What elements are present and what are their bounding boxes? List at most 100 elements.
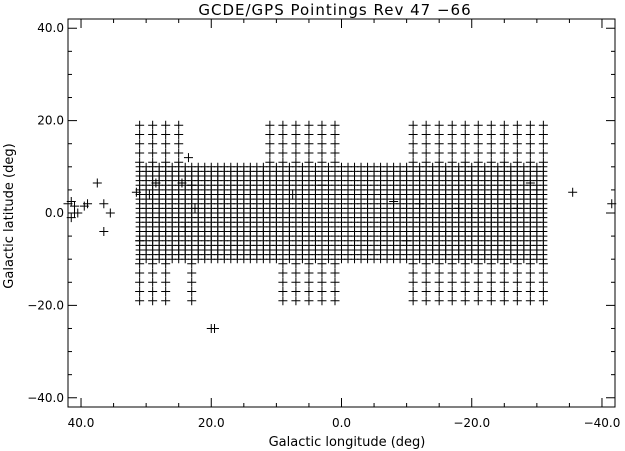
pointing-marker: [131, 187, 141, 197]
pointing-marker: [473, 296, 483, 306]
pointing-marker: [460, 296, 470, 306]
pointing-marker: [512, 277, 522, 287]
pointing-marker: [291, 148, 301, 158]
pointing-marker: [135, 287, 145, 297]
pointing-marker: [434, 296, 444, 306]
pointing-marker: [317, 157, 327, 167]
y-tick-label: −40.0: [27, 391, 64, 405]
pointing-marker: [291, 268, 301, 278]
pointing-marker: [486, 277, 496, 287]
pointing-marker: [473, 139, 483, 149]
pointing-marker: [408, 287, 418, 297]
x-tick-label: 0.0: [332, 416, 351, 430]
pointing-marker: [330, 120, 340, 130]
pointing-marker: [187, 268, 197, 278]
pointing-marker: [434, 157, 444, 167]
pointing-marker: [187, 277, 197, 287]
pointing-marker: [161, 296, 171, 306]
pointing-marker: [148, 277, 158, 287]
pointing-marker: [486, 129, 496, 139]
y-tick-labels: 40.0 20.0 0.0 −20.0 −40.0: [27, 21, 64, 405]
pointing-marker: [187, 287, 197, 297]
pointing-marker: [486, 148, 496, 158]
pointing-marker: [447, 259, 457, 269]
pointing-marker: [486, 139, 496, 149]
pointing-marker: [304, 259, 314, 269]
x-axis-label: Galactic longitude (deg): [269, 435, 426, 450]
pointing-marker: [161, 268, 171, 278]
pointing-marker: [187, 259, 197, 269]
pointing-marker: [486, 268, 496, 278]
pointing-marker: [408, 157, 418, 167]
pointing-marker: [473, 287, 483, 297]
pointing-marker: [304, 268, 314, 278]
pointing-marker: [460, 277, 470, 287]
pointing-marker: [265, 148, 275, 158]
pointing-marker: [304, 148, 314, 158]
pointing-marker: [408, 277, 418, 287]
pointing-marker: [174, 157, 184, 167]
pointing-marker: [161, 148, 171, 158]
pointing-marker: [499, 157, 509, 167]
pointing-marker: [525, 259, 535, 269]
pointing-marker: [148, 259, 158, 269]
pointing-marker: [473, 148, 483, 158]
pointing-marker: [434, 120, 444, 130]
pointing-marker: [330, 139, 340, 149]
pointing-marker: [291, 259, 301, 269]
pointing-marker: [538, 157, 548, 167]
pointing-marker: [161, 259, 171, 269]
x-tick-label: 40.0: [68, 416, 95, 430]
pointing-marker: [525, 277, 535, 287]
y-tick-label: 20.0: [37, 114, 64, 128]
pointing-marker: [210, 323, 220, 333]
pointing-marker: [66, 213, 76, 223]
pointing-marker: [454, 203, 464, 213]
pointing-marker: [434, 148, 444, 158]
pointing-marker: [99, 226, 109, 236]
pointing-marker: [421, 129, 431, 139]
pointing-marker: [66, 196, 76, 206]
pointing-marker: [447, 120, 457, 130]
pointing-marker: [161, 139, 171, 149]
pointing-marker: [148, 139, 158, 149]
pointing-marker: [421, 139, 431, 149]
pointing-marker: [473, 120, 483, 130]
pointing-marker: [421, 157, 431, 167]
pointing-marker: [177, 178, 187, 188]
pointing-marker: [486, 296, 496, 306]
pointing-marker: [568, 187, 578, 197]
pointing-marker: [304, 277, 314, 287]
pointing-marker: [317, 296, 327, 306]
pointing-marker: [304, 120, 314, 130]
pointing-marker: [304, 157, 314, 167]
pointing-marker: [486, 287, 496, 297]
pointing-marker: [187, 296, 197, 306]
pointing-marker: [499, 120, 509, 130]
pointing-marker: [135, 157, 145, 167]
y-tick-label: −20.0: [27, 298, 64, 312]
pointing-marker: [512, 157, 522, 167]
pointing-marker: [473, 157, 483, 167]
pointing-marker: [330, 157, 340, 167]
pointing-marker: [174, 148, 184, 158]
pointing-marker: [460, 120, 470, 130]
pointing-marker: [148, 129, 158, 139]
pointing-marker: [473, 129, 483, 139]
pointing-marker: [421, 277, 431, 287]
pointing-marker: [473, 268, 483, 278]
pointing-marker: [317, 148, 327, 158]
pointing-marker: [512, 129, 522, 139]
pointing-marker: [447, 268, 457, 278]
pointing-marker: [99, 199, 109, 209]
pointing-marker: [512, 148, 522, 158]
pointing-marker: [512, 259, 522, 269]
pointing-marker: [369, 190, 379, 200]
pointing-marker: [330, 148, 340, 158]
pointing-marker: [499, 129, 509, 139]
pointing-marker: [447, 148, 457, 158]
pointing-marker: [148, 148, 158, 158]
pointing-marker: [434, 259, 444, 269]
pointing-marker: [317, 180, 327, 190]
pointing-marker: [408, 268, 418, 278]
